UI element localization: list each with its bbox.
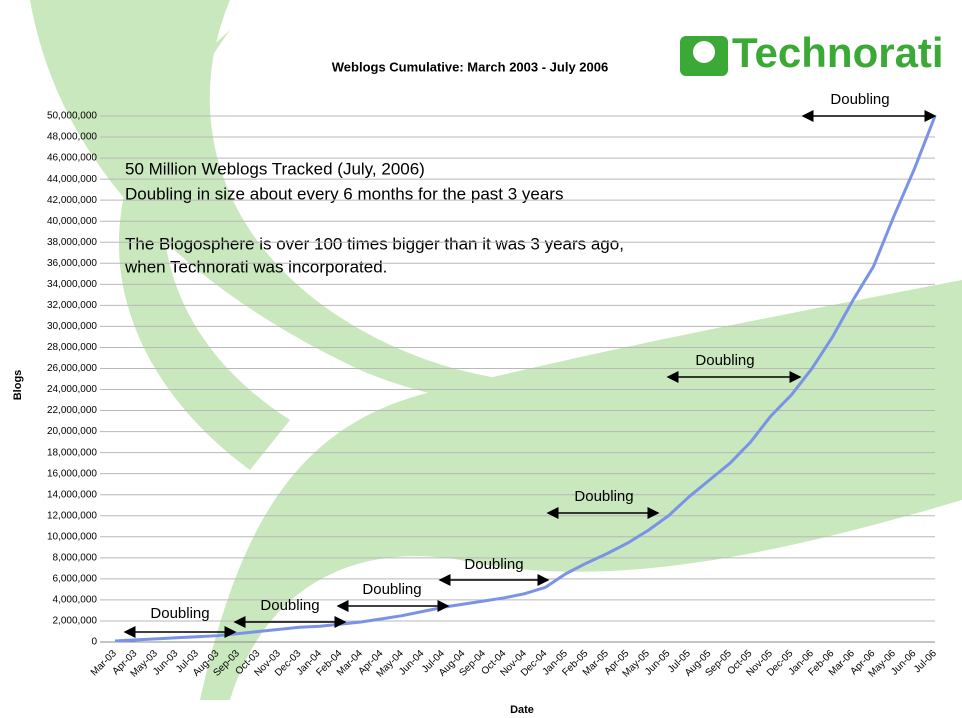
y-tick-label: 30,000,000	[47, 321, 97, 332]
y-tick-label: 48,000,000	[47, 132, 97, 143]
doubling-label: Doubling	[695, 352, 754, 369]
y-tick-label: 22,000,000	[47, 405, 97, 416]
y-tick-label: 50,000,000	[47, 111, 97, 122]
y-tick-label: 6,000,000	[53, 574, 98, 585]
y-tick-label: 32,000,000	[47, 300, 97, 311]
y-tick-label: 46,000,000	[47, 153, 97, 164]
y-tick-label: 16,000,000	[47, 468, 97, 479]
y-tick-label: 24,000,000	[47, 384, 97, 395]
y-tick-label: 4,000,000	[53, 595, 98, 606]
chart-title: Weblogs Cumulative: March 2003 - July 20…	[332, 59, 608, 74]
doubling-label: Doubling	[150, 605, 209, 622]
doubling-label: Doubling	[574, 488, 633, 505]
doubling-label: Doubling	[362, 581, 421, 598]
y-tick-label: 18,000,000	[47, 447, 97, 458]
y-tick-label: 14,000,000	[47, 489, 97, 500]
note: Doubling in size about every 6 months fo…	[125, 184, 563, 203]
y-tick-label: 36,000,000	[47, 258, 97, 269]
y-tick-label: 20,000,000	[47, 426, 97, 437]
data-line	[114, 115, 937, 643]
doubling-label: Doubling	[260, 597, 319, 614]
note: 50 Million Weblogs Tracked (July, 2006)	[125, 159, 425, 178]
background-swoosh	[30, 0, 962, 700]
y-tick-label: 42,000,000	[47, 195, 97, 206]
y-tick-label: 8,000,000	[53, 552, 98, 563]
y-tick-label: 34,000,000	[47, 279, 97, 290]
y-tick-label: 28,000,000	[47, 342, 97, 353]
y-tick-label: 0	[91, 637, 97, 648]
y-tick-label: 26,000,000	[47, 363, 97, 374]
y-tick-label: 40,000,000	[47, 216, 97, 227]
note: when Technorati was incorporated.	[124, 257, 387, 276]
x-tick-label: Jul-06	[912, 648, 939, 675]
logo-text: Technorati	[732, 29, 944, 76]
doubling-label: Doubling	[830, 91, 889, 108]
y-tick-label: 2,000,000	[53, 616, 98, 627]
y-tick-label: 12,000,000	[47, 510, 97, 521]
doubling-label: Doubling	[464, 556, 523, 573]
y-axis-label: Blogs	[12, 370, 24, 401]
y-tick-label: 10,000,000	[47, 531, 97, 542]
y-tick-label: 38,000,000	[47, 237, 97, 248]
y-tick-label: 44,000,000	[47, 174, 97, 185]
logo: Technorati	[680, 29, 944, 76]
note: The Blogosphere is over 100 times bigger…	[125, 234, 624, 253]
logo-icon-dot	[693, 41, 715, 63]
x-axis-label: Date	[510, 704, 534, 716]
